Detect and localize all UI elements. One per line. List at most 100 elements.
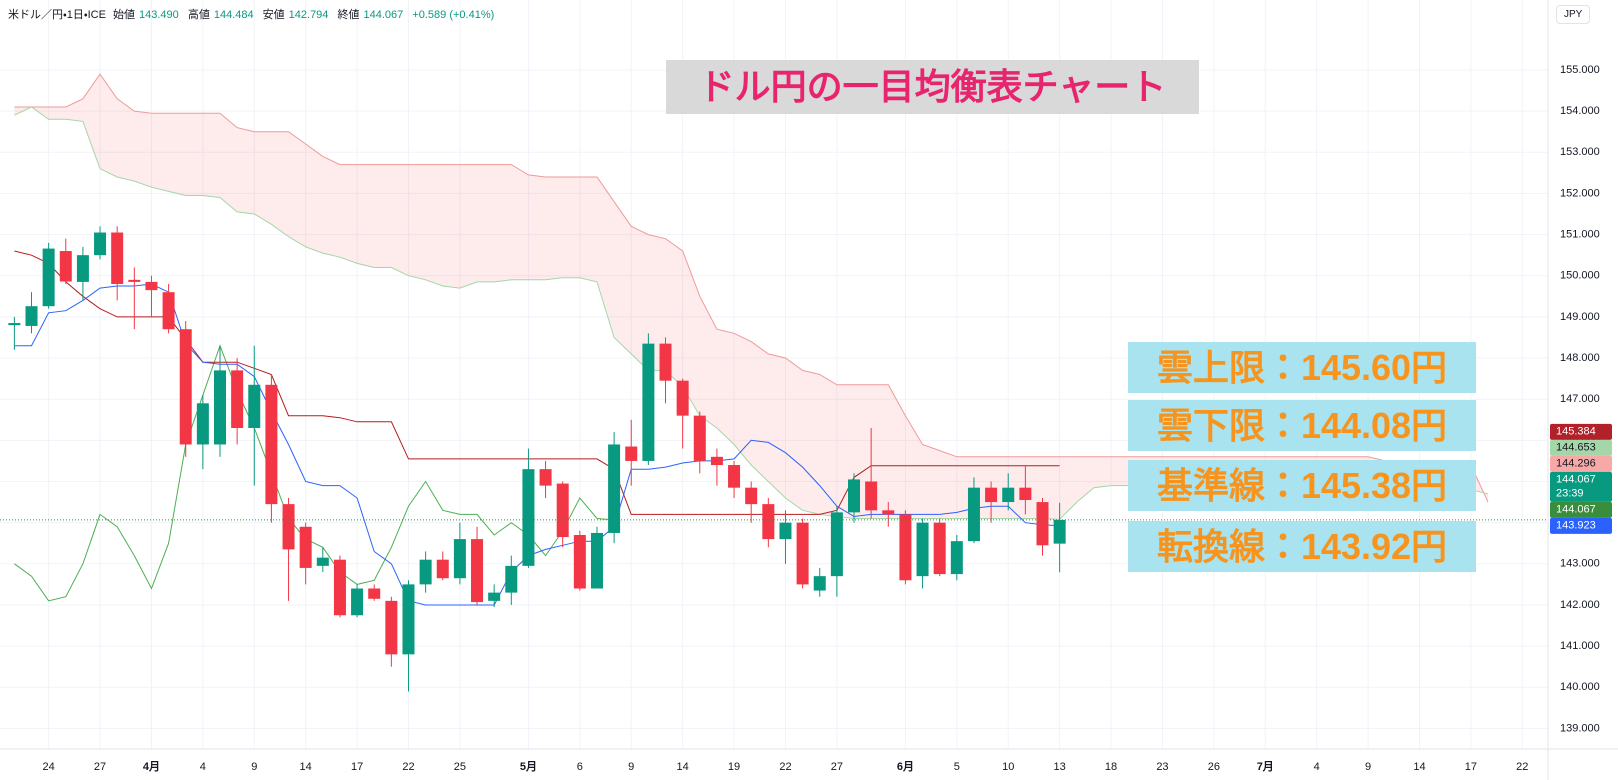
x-tick-label: 14 (1413, 761, 1425, 773)
candle-body (967, 487, 980, 542)
price-tag (1550, 423, 1612, 440)
candle-body (111, 232, 124, 284)
candle-body (573, 535, 586, 589)
y-tick-label: 149.000 (1560, 311, 1600, 323)
candle-body (402, 584, 415, 655)
x-tick-label: 22 (779, 761, 791, 773)
ohlc-value: 144.484 (213, 9, 254, 21)
candle-body (710, 456, 723, 466)
ichimoku-cloud (14, 74, 1489, 520)
candle-body (42, 248, 55, 307)
x-tick-label: 14 (300, 761, 312, 773)
candle-body (351, 588, 364, 616)
x-tick-label: 27 (94, 761, 106, 773)
price-tag-label: 144.067 (1556, 474, 1596, 486)
candle-body (762, 504, 775, 540)
candle-body (642, 343, 655, 461)
x-tick-label: 17 (1465, 761, 1477, 773)
x-tick-label: 4 (200, 761, 206, 773)
candle-body (1002, 487, 1015, 503)
candle-body (368, 588, 381, 599)
candle-body (162, 292, 175, 330)
candle-body (899, 514, 912, 581)
price-tag-label: 144.296 (1556, 458, 1596, 470)
candle-body (196, 403, 209, 445)
x-tick-label: 18 (1105, 761, 1117, 773)
annotation: 雲下限：144.08円 (1128, 400, 1476, 451)
ohlc-label: 終値 (337, 9, 360, 21)
price-tag-label: 145.384 (1556, 426, 1596, 438)
ohlc-label: 始値 (113, 9, 135, 21)
candle-body (213, 370, 226, 445)
x-tick-label: 23 (1156, 761, 1168, 773)
x-tick-label: 6月 (897, 760, 914, 773)
candle-body (539, 469, 552, 486)
candle-body (916, 522, 929, 577)
y-tick-label: 141.000 (1560, 640, 1600, 652)
price-tag-label: 143.923 (1556, 520, 1596, 532)
x-tick-label: 22 (1516, 761, 1528, 773)
candle-body (522, 469, 535, 566)
x-tick-label: 19 (728, 761, 740, 773)
y-tick-label: 150.000 (1560, 270, 1600, 282)
x-tick-label: 4月 (143, 760, 160, 773)
candle-body (1019, 487, 1032, 501)
candle-body (248, 384, 261, 428)
x-tick-label: 24 (43, 761, 55, 773)
candle-body (436, 559, 449, 579)
price-tag-label: 144.067 (1556, 504, 1596, 516)
candle-body (693, 415, 706, 461)
candle-body (94, 232, 107, 256)
y-tick-label: 153.000 (1560, 146, 1600, 158)
bar-countdown: 23:39 (1556, 488, 1584, 500)
candle-body (145, 281, 158, 291)
y-tick-label: 151.000 (1560, 228, 1600, 240)
y-tick-label: 154.000 (1560, 105, 1600, 117)
price-tag-label: 144.653 (1556, 442, 1596, 454)
candle-body (8, 323, 21, 326)
ichimoku-line (14, 73, 1489, 503)
y-tick-label: 139.000 (1560, 722, 1600, 734)
ohlc-value: 142.794 (288, 9, 329, 21)
candle-body (59, 251, 72, 282)
candle-body (728, 465, 741, 488)
x-tick-label: 10 (1002, 761, 1014, 773)
annotation: 転換線：143.92円 (1128, 521, 1476, 572)
candle-body (488, 592, 501, 601)
x-tick-label: 6 (577, 761, 583, 773)
candle-body (299, 526, 312, 568)
candle-body (608, 444, 621, 533)
y-tick-label: 155.000 (1560, 64, 1600, 76)
candle-body (676, 380, 689, 416)
price-tag (1550, 455, 1612, 472)
x-tick-label: 27 (831, 761, 843, 773)
candle-body (882, 510, 895, 515)
candle-body (625, 446, 638, 461)
y-tick-label: 143.000 (1560, 558, 1600, 570)
candle-body (590, 532, 603, 589)
currency-button[interactable]: JPY (1556, 5, 1591, 24)
candle-body (779, 522, 792, 540)
price-tag (1550, 517, 1612, 534)
symbol: 米ドル／円・1日・ICE (8, 9, 106, 21)
candle-body (865, 481, 878, 511)
ichimoku-line (14, 344, 615, 602)
candle-body (950, 541, 963, 575)
candle-body (453, 539, 466, 579)
candle-body (265, 384, 278, 505)
candle-body (745, 487, 758, 505)
y-tick-label: 147.000 (1560, 393, 1600, 405)
ohlc-value: 143.490 (139, 9, 179, 21)
candle-body (830, 512, 843, 577)
price-tag (1550, 439, 1612, 456)
y-tick-label: 142.000 (1560, 599, 1600, 611)
x-tick-label: 5 (954, 761, 960, 773)
annotation: 基準線：145.38円 (1128, 460, 1476, 511)
candle-body (316, 557, 329, 566)
x-tick-label: 14 (677, 761, 689, 773)
price-change: +0.589 (+0.41%) (412, 9, 495, 21)
candle-body (419, 559, 432, 585)
x-tick-label: 4 (1314, 761, 1320, 773)
symbol-header: 米ドル／円・1日・ICE 始値 143.490 高値 144.484 安値 142.7… (8, 6, 500, 22)
